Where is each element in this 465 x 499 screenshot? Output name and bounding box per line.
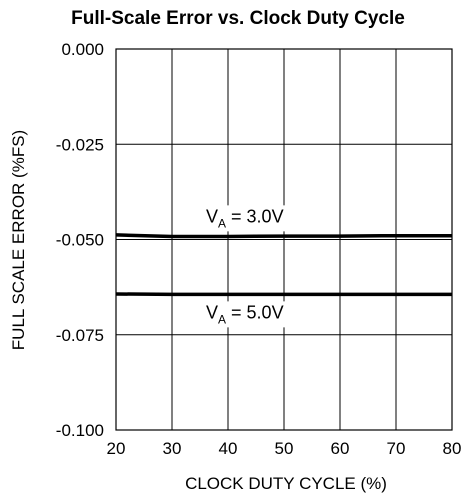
y-tick-label: -0.025 (56, 135, 104, 154)
y-tick-label: -0.100 (56, 421, 104, 440)
series-label-2: VA = 5.0V (206, 302, 284, 326)
x-tick-label: 30 (163, 439, 182, 458)
series-label-1: VA = 3.0V (206, 206, 284, 230)
chart-title: Full-Scale Error vs. Clock Duty Cycle (71, 8, 405, 29)
series-label-background (202, 301, 288, 328)
x-tick-label: 80 (443, 439, 462, 458)
x-tick-label: 20 (107, 439, 126, 458)
y-tick-labels: 0.000 -0.025 -0.050 -0.075 -0.100 (56, 40, 104, 440)
y-tick-label: 0.000 (61, 40, 104, 59)
series-label-background (202, 205, 288, 232)
series-line-1 (115, 233, 452, 239)
grid (115, 48, 453, 431)
x-tick-labels: 20 30 40 50 60 70 80 (107, 439, 462, 458)
series-group (115, 233, 452, 297)
x-tick-label: 50 (275, 439, 294, 458)
x-tick-label: 70 (387, 439, 406, 458)
x-axis-label: CLOCK DUTY CYCLE (%) (185, 474, 387, 493)
y-tick-label: -0.075 (56, 326, 104, 345)
x-tick-label: 40 (219, 439, 238, 458)
series-annotations: VA = 3.0V VA = 5.0V (202, 205, 288, 328)
x-tick-label: 60 (331, 439, 350, 458)
plot-frame (115, 48, 453, 431)
y-axis-label: FULL SCALE ERROR (%FS) (9, 130, 28, 350)
y-tick-label: -0.050 (56, 231, 104, 250)
